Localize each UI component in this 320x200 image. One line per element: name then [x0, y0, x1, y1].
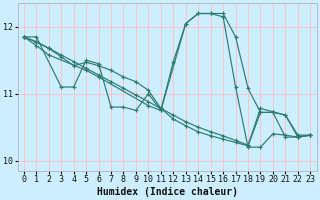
X-axis label: Humidex (Indice chaleur): Humidex (Indice chaleur): [97, 186, 237, 197]
